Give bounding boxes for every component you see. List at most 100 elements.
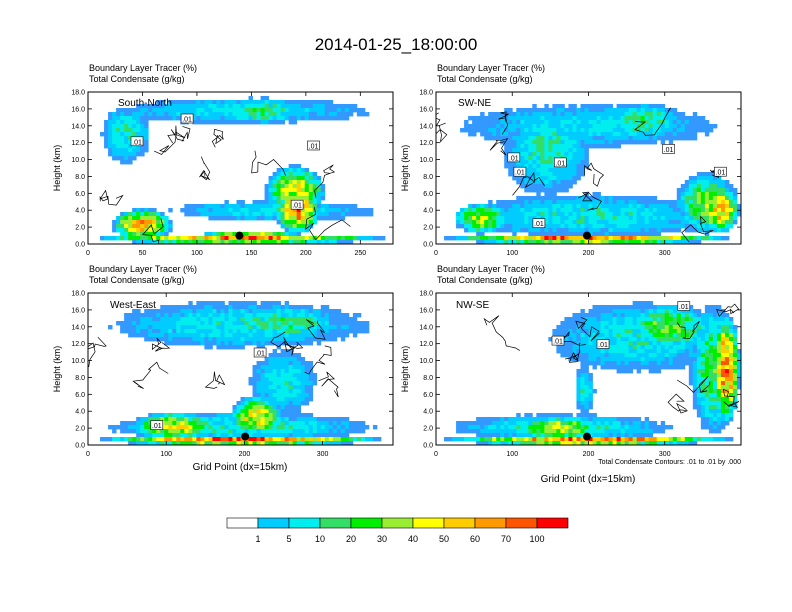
field-cell	[148, 329, 153, 334]
field-cell	[712, 309, 718, 314]
field-cell	[256, 377, 261, 382]
field-cell	[564, 168, 569, 173]
field-cell	[268, 409, 273, 414]
field-cell	[116, 140, 121, 145]
field-cell	[176, 421, 181, 426]
field-cell	[564, 240, 569, 244]
field-cell	[612, 220, 617, 225]
field-cell	[532, 421, 537, 426]
field-cell	[128, 429, 133, 434]
field-cell	[164, 417, 169, 422]
field-cell	[724, 393, 730, 398]
field-cell	[612, 325, 617, 330]
field-cell	[168, 341, 173, 346]
field-cell	[600, 132, 605, 137]
field-cell	[276, 357, 282, 362]
y-tick-label: 4.0	[75, 208, 85, 215]
field-cell	[280, 172, 286, 177]
field-cell	[636, 417, 642, 422]
field-cell	[236, 405, 241, 410]
field-cell	[260, 377, 265, 382]
field-cell	[516, 108, 521, 113]
field-cell	[528, 413, 533, 418]
field-cell	[272, 180, 278, 185]
contour-label: .01	[132, 139, 142, 146]
field-cell	[664, 240, 670, 244]
field-cell	[688, 224, 694, 229]
field-cell	[212, 108, 217, 113]
field-cell	[284, 409, 290, 414]
field-cell	[128, 148, 133, 153]
field-cell	[176, 104, 181, 109]
field-cell	[320, 208, 326, 213]
field-cell	[108, 128, 113, 133]
field-cell	[588, 116, 593, 121]
field-cell	[584, 216, 589, 221]
field-cell	[124, 112, 129, 117]
field-cell	[100, 437, 105, 442]
field-cell	[652, 365, 658, 370]
y-tick-label: 18.0	[71, 90, 85, 97]
field-cell	[144, 429, 149, 434]
field-cell	[528, 417, 533, 422]
field-cell	[112, 120, 117, 125]
field-cell	[696, 397, 702, 402]
field-cell	[604, 128, 609, 133]
field-cell	[140, 429, 145, 434]
field-cell	[636, 341, 642, 346]
field-cell	[640, 228, 646, 233]
field-cell	[532, 417, 537, 422]
field-cell	[364, 321, 370, 326]
field-cell	[208, 100, 213, 105]
field-cell	[584, 132, 589, 137]
field-cell	[644, 128, 650, 133]
field-cell	[272, 200, 278, 205]
field-cell	[292, 240, 298, 244]
field-cell	[712, 196, 718, 201]
field-cell	[636, 104, 642, 109]
field-cell	[104, 140, 109, 145]
field-cell	[712, 317, 718, 322]
field-cell	[524, 172, 529, 177]
field-cell	[488, 124, 493, 129]
field-cell	[312, 108, 318, 113]
field-cell	[304, 333, 310, 338]
field-cell	[624, 417, 630, 422]
field-cell	[604, 108, 609, 113]
field-cell	[516, 208, 521, 213]
field-cell	[152, 240, 157, 244]
field-cell	[676, 220, 682, 225]
field-cell	[256, 200, 261, 205]
field-cell	[504, 108, 509, 113]
field-cell	[272, 361, 278, 366]
plot-frame	[87, 292, 394, 446]
field-cell	[500, 220, 505, 225]
field-cell	[276, 232, 282, 237]
field-cell	[560, 120, 565, 125]
field-cell	[668, 124, 674, 129]
field-cell	[332, 421, 338, 426]
field-cell	[524, 120, 529, 125]
field-cell	[468, 224, 473, 229]
field-cell	[532, 212, 537, 217]
field-cell	[520, 212, 525, 217]
field-cell	[512, 120, 517, 125]
field-cell	[696, 120, 702, 125]
field-cell	[256, 232, 261, 237]
field-cell	[336, 425, 342, 430]
field-cell	[724, 192, 730, 197]
field-cell	[588, 212, 593, 217]
field-cell	[528, 164, 533, 169]
field-cell	[640, 349, 646, 354]
field-cell	[292, 196, 298, 201]
field-cell	[584, 373, 589, 378]
y-axis-label: Height (km)	[52, 145, 62, 192]
field-cell	[640, 136, 646, 141]
field-cell	[612, 128, 617, 133]
field-cell	[284, 216, 290, 221]
field-cell	[304, 192, 310, 197]
field-cell	[308, 220, 314, 225]
field-cell	[276, 341, 282, 346]
field-cell	[480, 204, 485, 209]
field-cell	[500, 204, 505, 209]
